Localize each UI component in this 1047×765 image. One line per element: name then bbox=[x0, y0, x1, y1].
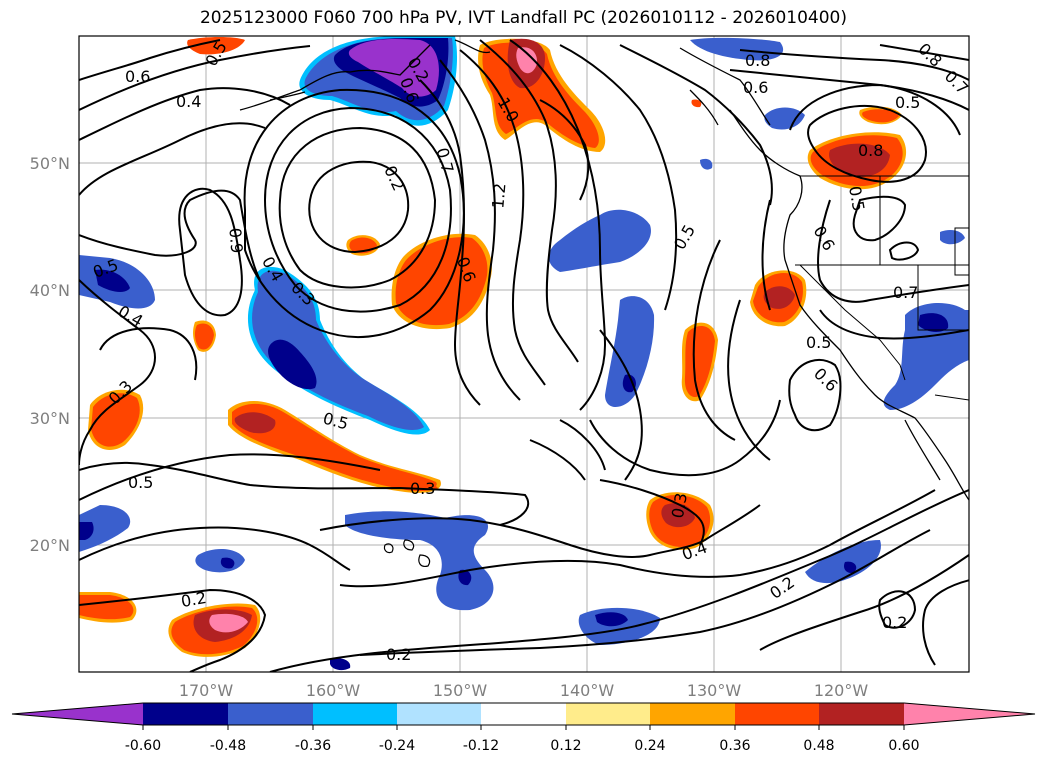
lon-tick-label: 170°W bbox=[179, 681, 234, 700]
contour-label: 0.8 bbox=[858, 141, 883, 160]
hawaii-islands bbox=[383, 539, 431, 567]
colorbar-tick-label: -0.48 bbox=[210, 738, 246, 754]
pv-contours bbox=[79, 39, 969, 672]
lat-tick-label: 40°N bbox=[30, 281, 70, 300]
colorbar-segment bbox=[397, 703, 481, 725]
contour-label: 0.5 bbox=[128, 473, 153, 492]
colorbar: -0.60 -0.48 -0.36 -0.24 -0.12 0.12 0.24 … bbox=[11, 702, 1036, 754]
colorbar-segment bbox=[481, 703, 566, 725]
contour-label: 0.5 bbox=[806, 333, 831, 352]
colorbar-segment bbox=[228, 703, 313, 725]
contour-label: 0.2 bbox=[180, 588, 208, 611]
contour-label: 0.6 bbox=[743, 78, 768, 97]
colorbar-tick-label: 0.48 bbox=[803, 738, 834, 754]
lat-tick-label: 50°N bbox=[30, 154, 70, 173]
contour-label: 0.5 bbox=[845, 185, 868, 213]
lat-tick-label: 20°N bbox=[30, 536, 70, 555]
contour-label: 0.3 bbox=[668, 491, 691, 519]
lon-tick-label: 140°W bbox=[560, 681, 615, 700]
colorbar-tick-label: 0.24 bbox=[634, 738, 665, 754]
lon-tick-label: 130°W bbox=[687, 681, 742, 700]
lon-axis: 170°W 160°W 150°W 140°W 130°W 120°W bbox=[179, 681, 869, 700]
contour-label: 1.2 bbox=[488, 182, 509, 209]
map-title: 2025123000 F060 700 hPa PV, IVT Landfall… bbox=[199, 8, 847, 28]
lon-tick-label: 150°W bbox=[433, 681, 488, 700]
colorbar-segment bbox=[904, 703, 1035, 725]
colorbar-segment bbox=[566, 703, 650, 725]
contour-label: 0.2 bbox=[882, 613, 907, 632]
colorbar-tick-label: 0.60 bbox=[888, 738, 919, 754]
colorbar-tick-label: 0.12 bbox=[550, 738, 581, 754]
contour-label: 0.7 bbox=[893, 283, 918, 302]
contour-label: 0.8 bbox=[745, 51, 770, 70]
colorbar-tick-label: -0.60 bbox=[125, 738, 161, 754]
lon-tick-label: 160°W bbox=[306, 681, 361, 700]
coastlines bbox=[239, 39, 969, 501]
colorbar-segment bbox=[650, 703, 735, 725]
contour-label: 0.2 bbox=[386, 645, 411, 664]
colorbar-segment bbox=[819, 703, 904, 725]
map-area: 0.6 0.4 0.5 0.2 0.7 0.6 1.0 1.2 0.2 0.6 … bbox=[79, 36, 969, 672]
colorbar-segment bbox=[12, 703, 143, 725]
lat-tick-label: 30°N bbox=[30, 409, 70, 428]
colorbar-tick-label: -0.12 bbox=[463, 738, 499, 754]
colorbar-tick-label: -0.36 bbox=[295, 738, 331, 754]
colorbar-tick-label: 0.36 bbox=[719, 738, 750, 754]
lon-tick-label: 120°W bbox=[814, 681, 869, 700]
colorbar-segment bbox=[143, 703, 228, 725]
colorbar-segment bbox=[313, 703, 397, 725]
map-frame bbox=[78, 35, 970, 673]
colorbar-tick-label: -0.24 bbox=[379, 738, 415, 754]
contour-label: 0.5 bbox=[895, 93, 920, 112]
contour-label: 0.6 bbox=[125, 67, 150, 86]
colorbar-segment bbox=[735, 703, 819, 725]
contour-label: 0.4 bbox=[176, 92, 201, 111]
contour-label: 0.9 bbox=[225, 227, 246, 254]
lat-axis: 50°N 40°N 30°N 20°N bbox=[30, 154, 70, 555]
contour-label: 0.3 bbox=[410, 479, 435, 498]
political-borders bbox=[795, 175, 969, 401]
